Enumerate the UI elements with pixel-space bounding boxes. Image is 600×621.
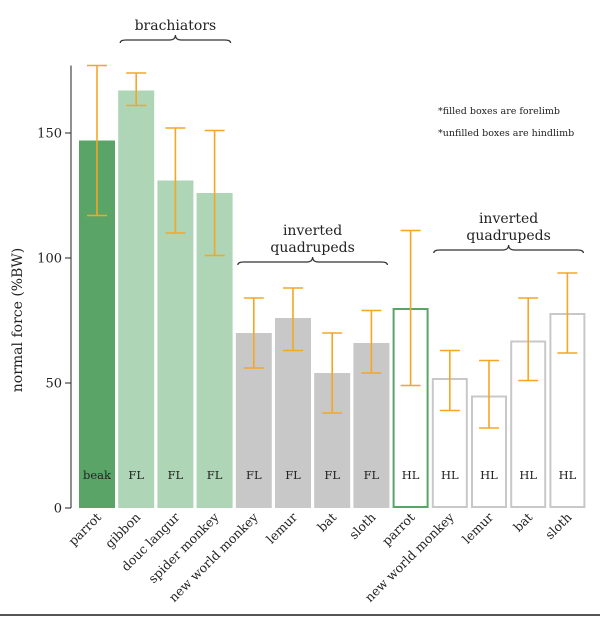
y-tick-label: 100 — [37, 252, 62, 267]
category-label: bat — [314, 510, 339, 535]
notes: *filled boxes are forelimb *unfilled box… — [438, 106, 574, 139]
category-label: sloth — [542, 510, 575, 543]
bar-tag: beak — [83, 468, 112, 482]
y-tick-label: 0 — [54, 502, 62, 517]
y-axis-label: normal force (%BW) — [10, 248, 26, 392]
bar-tag: FL — [128, 468, 144, 482]
y-tick-label: 150 — [37, 127, 62, 142]
category-label: parrot — [65, 510, 104, 549]
bar-tag: FL — [207, 468, 223, 482]
bar-tag: HL — [519, 468, 537, 482]
category-label: spider monkey — [145, 509, 222, 586]
group-bracket — [119, 34, 232, 44]
bar — [471, 395, 507, 508]
bar-tag: FL — [168, 468, 184, 482]
category-label: bat — [510, 510, 535, 535]
bar-tag: HL — [559, 468, 577, 482]
bar-tag: HL — [441, 468, 459, 482]
note-hindlimb: *unfilled boxes are hindlimb — [438, 128, 574, 139]
group-bracket — [433, 244, 584, 254]
bottom-rule — [0, 614, 600, 616]
bar — [118, 90, 155, 508]
note-forelimb: *filled boxes are forelimb — [438, 106, 560, 117]
group-label: inverted quadrupeds — [270, 223, 354, 256]
y-axis: 0 50 100 150 — [37, 65, 72, 517]
bar — [157, 180, 194, 508]
group-bracket — [237, 256, 388, 266]
category-label: sloth — [346, 510, 379, 543]
category-label: lemur — [459, 510, 496, 547]
bar-tag: HL — [402, 468, 420, 482]
bars — [79, 90, 586, 508]
bar-tag: FL — [324, 468, 340, 482]
bar-tag: FL — [364, 468, 380, 482]
error-bars — [87, 64, 578, 429]
bar-tag: FL — [246, 468, 262, 482]
category-label: lemur — [263, 510, 300, 547]
group-label: brachiators — [135, 18, 217, 34]
group-label: inverted quadrupeds — [466, 211, 550, 244]
group-brackets: brachiators inverted quadrupeds inverted qua… — [119, 18, 584, 266]
bar-tag: FL — [285, 468, 301, 482]
bar-tag: HL — [480, 468, 498, 482]
y-tick-label: 50 — [45, 377, 62, 392]
